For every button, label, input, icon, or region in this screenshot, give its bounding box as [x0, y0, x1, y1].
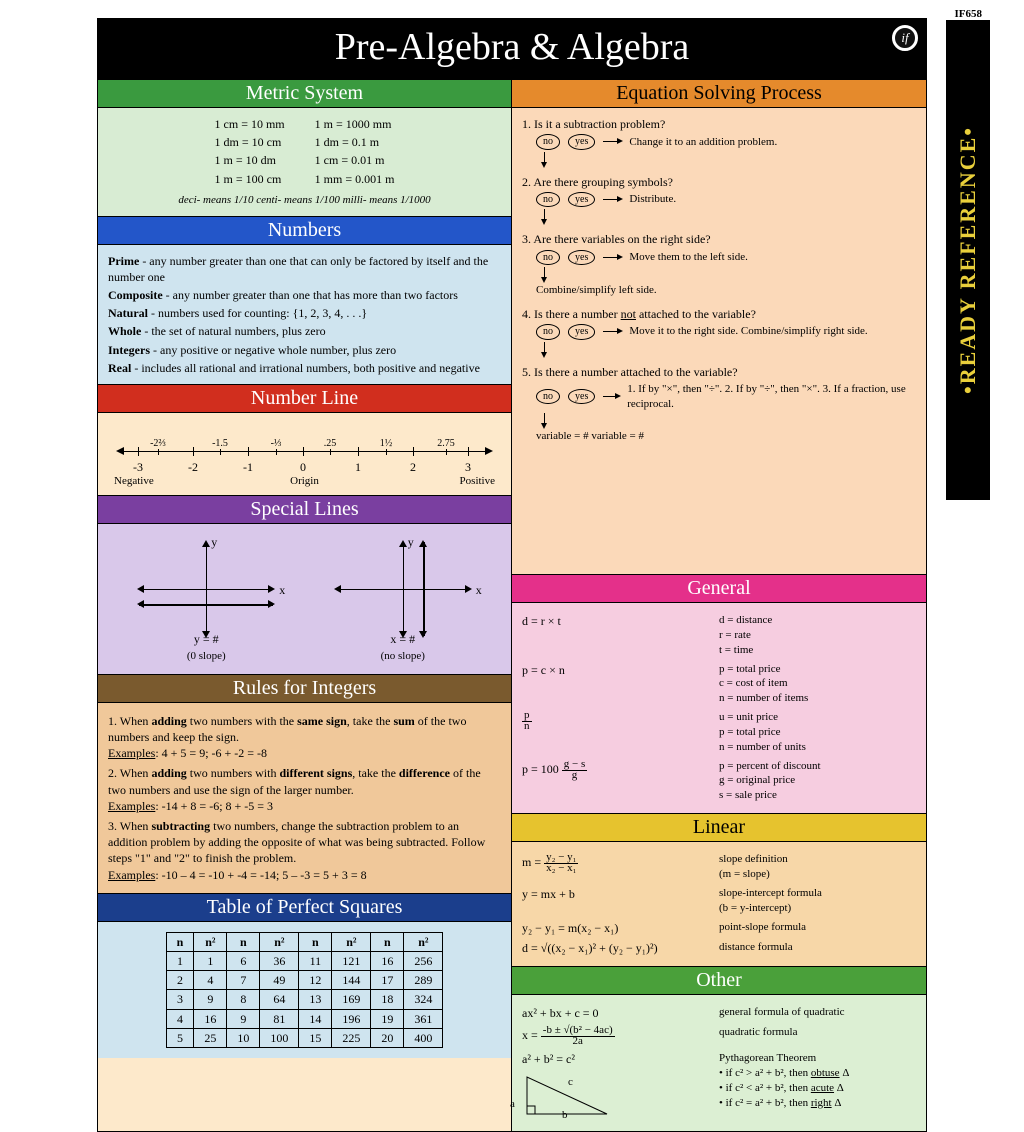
y-equals-diagram: y x y = #(0 slope): [131, 534, 281, 644]
squares-header: Table of Perfect Squares: [98, 893, 511, 922]
solving-header: Equation Solving Process: [512, 79, 926, 108]
x-equals-diagram: y x x = #(no slope): [328, 534, 478, 644]
general-body: d = r × td = distancer = ratet = timep =…: [512, 603, 926, 813]
poster: if Pre-Algebra & Algebra Metric System 1…: [97, 18, 927, 1132]
special-body: y x y = #(0 slope) y x: [98, 524, 511, 674]
numbers-body: Prime - any number greater than one that…: [98, 245, 511, 384]
other-header: Other: [512, 966, 926, 995]
product-code: IF658: [955, 8, 983, 20]
linear-header: Linear: [512, 813, 926, 842]
page-title: Pre-Algebra & Algebra: [98, 19, 926, 79]
numberline-body: Negative Origin Positive -3-2-10123-2⅔-1…: [98, 413, 511, 495]
metric-body: 1 cm = 10 mm1 dm = 10 cm1 m = 10 dm1 m =…: [98, 108, 511, 216]
other-body: ax² + bx + c = 0general formula of quadr…: [512, 995, 926, 1131]
solving-body: 1. Is it a subtraction problem? noyes Ch…: [512, 108, 926, 574]
metric-header: Metric System: [98, 79, 511, 108]
linear-body: m = y₂ − y₁x₂ − x₁slope definition(m = s…: [512, 842, 926, 966]
special-header: Special Lines: [98, 495, 511, 524]
numbers-header: Numbers: [98, 216, 511, 245]
perfect-squares-table: nn²nn²nn²nn² 116361112116256247491214417…: [166, 932, 444, 1048]
general-header: General: [512, 574, 926, 603]
integers-header: Rules for Integers: [98, 674, 511, 703]
numberline-header: Number Line: [98, 384, 511, 413]
if-logo-icon: if: [892, 25, 918, 51]
side-tab: •READY REFERENCE•: [946, 20, 990, 500]
squares-body: nn²nn²nn²nn² 116361112116256247491214417…: [98, 922, 511, 1058]
triangle-icon: abc: [522, 1069, 612, 1119]
integers-body: 1. When adding two numbers with the same…: [98, 703, 511, 893]
